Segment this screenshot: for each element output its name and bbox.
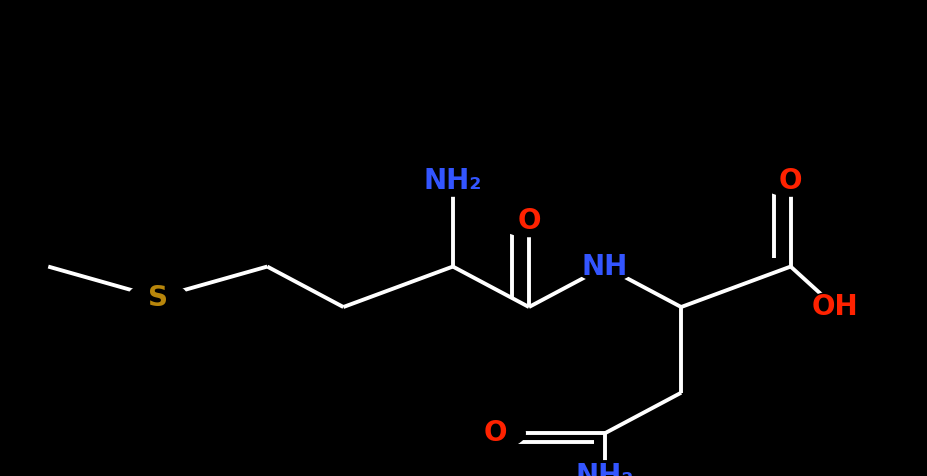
Circle shape	[575, 251, 634, 282]
Circle shape	[760, 166, 819, 196]
Circle shape	[128, 282, 187, 313]
Circle shape	[499, 206, 558, 237]
Text: OH: OH	[811, 293, 857, 321]
Text: O: O	[483, 419, 507, 447]
Text: S: S	[147, 284, 168, 311]
Circle shape	[805, 292, 864, 322]
Circle shape	[575, 461, 634, 476]
Circle shape	[465, 418, 525, 448]
Text: NH: NH	[581, 253, 628, 280]
Text: NH₂: NH₂	[576, 462, 633, 476]
Circle shape	[423, 166, 482, 196]
Text: O: O	[516, 208, 540, 235]
Text: NH₂: NH₂	[424, 167, 481, 195]
Text: O: O	[778, 167, 802, 195]
